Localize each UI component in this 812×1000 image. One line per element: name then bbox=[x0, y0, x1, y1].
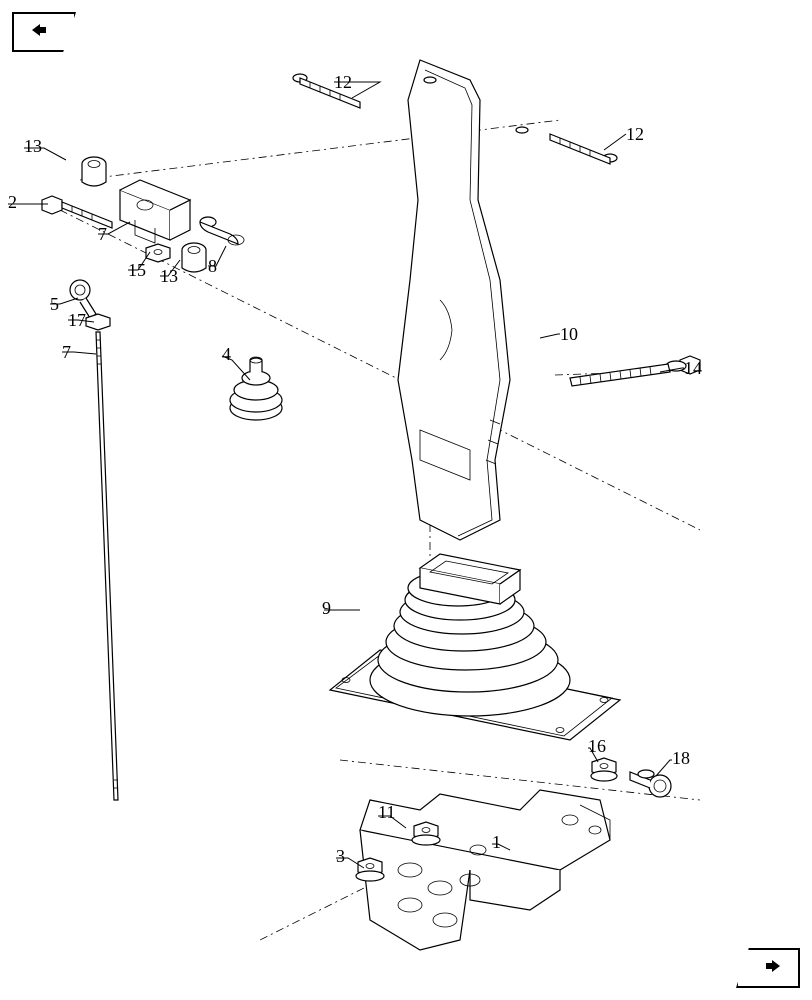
callout-4: 4 bbox=[222, 344, 231, 365]
callout-12: 12 bbox=[334, 72, 352, 93]
part-screw-12b bbox=[550, 134, 617, 164]
part-rod-7 bbox=[96, 332, 118, 800]
callout-10: 10 bbox=[560, 324, 578, 345]
exploded-view-svg bbox=[0, 0, 812, 1000]
callout-14: 14 bbox=[684, 358, 702, 379]
part-bushing-13a bbox=[82, 157, 106, 186]
part-ball-joint-18 bbox=[630, 770, 671, 797]
part-boot-9 bbox=[330, 554, 620, 740]
callout-9: 9 bbox=[322, 598, 331, 619]
part-lever-bracket bbox=[398, 60, 528, 540]
part-nut-3 bbox=[356, 858, 384, 881]
callout-8: 8 bbox=[208, 256, 217, 277]
callout-5: 5 bbox=[50, 294, 59, 315]
callout-11: 11 bbox=[378, 802, 395, 823]
callout-12b: 12 bbox=[626, 124, 644, 145]
diagram-canvas: 12 12 13 2 7 15 13 8 5 17 7 4 10 14 9 16… bbox=[0, 0, 812, 1000]
callout-18: 18 bbox=[672, 748, 690, 769]
part-nut-11 bbox=[412, 822, 440, 845]
part-spacer-8 bbox=[200, 217, 244, 245]
callout-3: 3 bbox=[336, 846, 345, 867]
callout-1: 1 bbox=[492, 832, 501, 853]
part-nut-17 bbox=[86, 314, 110, 330]
part-nut-16 bbox=[591, 758, 617, 781]
callout-15: 15 bbox=[128, 260, 146, 281]
callout-7: 7 bbox=[62, 342, 71, 363]
part-lower-bracket-1 bbox=[360, 790, 610, 950]
callout-13b: 13 bbox=[160, 266, 178, 287]
callout-16: 16 bbox=[588, 736, 606, 757]
callout-6: 7 bbox=[98, 224, 107, 245]
leader-lines bbox=[8, 82, 684, 868]
part-bushing-13b bbox=[182, 243, 206, 272]
callout-2: 2 bbox=[8, 192, 17, 213]
callout-17: 17 bbox=[68, 310, 86, 331]
part-bolt-14 bbox=[570, 356, 700, 386]
callout-13: 13 bbox=[24, 136, 42, 157]
part-block-6 bbox=[120, 180, 190, 243]
